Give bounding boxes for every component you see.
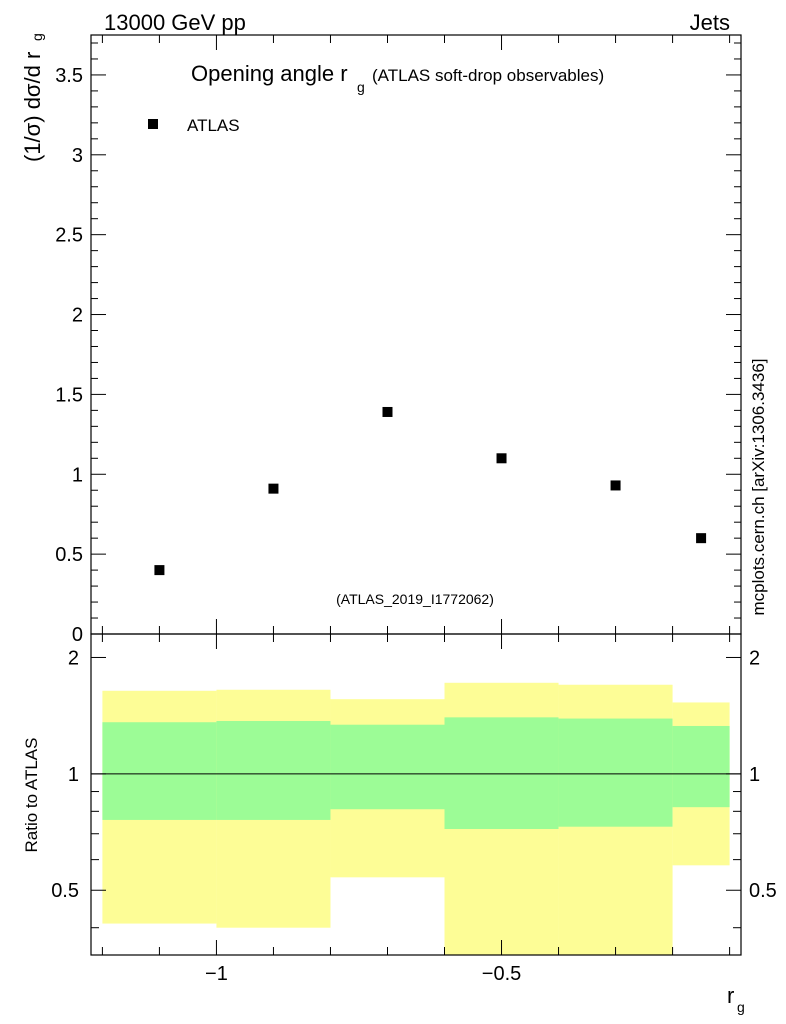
- ratio-band-inner-0: [102, 722, 217, 820]
- ratio-y-tick-label-left: 2: [68, 647, 79, 669]
- legend-marker: [148, 119, 158, 129]
- x-tick-label: −0.5: [482, 963, 521, 985]
- ratio-plot-panel: −1 −0.5 0.5 0.5 1 1 2 2: [51, 633, 777, 985]
- y-tick-label: 0: [72, 624, 83, 646]
- title-sub: g: [357, 79, 365, 95]
- x-axis-title-sub: g: [737, 999, 745, 1015]
- ratio-band-inner-2: [330, 724, 445, 810]
- title-rest: (ATLAS soft-drop observables): [372, 66, 604, 85]
- ratio-band-inner-4: [558, 718, 673, 827]
- ratio-y-tick-label-left: 1: [68, 764, 79, 786]
- side-label: mcplots.cern.ch [arXiv:1306.3436]: [749, 358, 768, 615]
- y-tick-label: 1.5: [55, 384, 83, 406]
- x-axis-title-main: r: [727, 983, 734, 1008]
- ratio-band-inner-1: [216, 720, 331, 820]
- x-tick-label: −1: [205, 963, 228, 985]
- y-tick-label: 2.5: [55, 225, 83, 247]
- title-main: Opening angle r: [191, 61, 348, 86]
- header-right: Jets: [690, 10, 730, 35]
- y-tick-label: 3: [72, 145, 83, 167]
- main-plot-panel: 0 0.5 1 1.5 2 2.5 3 3.5 ATLAS (ATLAS_2019_I177206…: [55, 34, 742, 646]
- data-point: [496, 453, 507, 464]
- data-point: [610, 480, 621, 491]
- data-point: [696, 533, 707, 544]
- ratio-y-tick-label-right: 2: [749, 647, 760, 669]
- y-axis-title-main: (1/σ) dσ/d r: [20, 52, 45, 162]
- ratio-plot-frame: [90, 633, 742, 956]
- data-point: [382, 406, 393, 417]
- y-tick-label: 3.5: [55, 65, 83, 87]
- y-tick-label: 2: [72, 305, 83, 327]
- data-point: [154, 565, 165, 576]
- y-axis-title-sub: g: [29, 33, 45, 41]
- legend-label: ATLAS: [187, 116, 240, 135]
- y-tick-label: 1: [72, 464, 83, 486]
- ratio-y-tick-label-right: 1: [749, 764, 760, 786]
- ratio-y-tick-label-right: 0.5: [749, 880, 777, 902]
- y-tick-label: 0.5: [55, 544, 83, 566]
- ratio-band-inner-5: [672, 725, 730, 808]
- analysis-tag: (ATLAS_2019_I1772062): [336, 591, 494, 607]
- header-left: 13000 GeV pp: [104, 10, 246, 35]
- ratio-band-inner-3: [444, 717, 559, 830]
- ratio-y-axis-title: Ratio to ATLAS: [22, 738, 41, 853]
- ratio-y-tick-label-left: 0.5: [51, 880, 79, 902]
- data-point: [268, 483, 279, 494]
